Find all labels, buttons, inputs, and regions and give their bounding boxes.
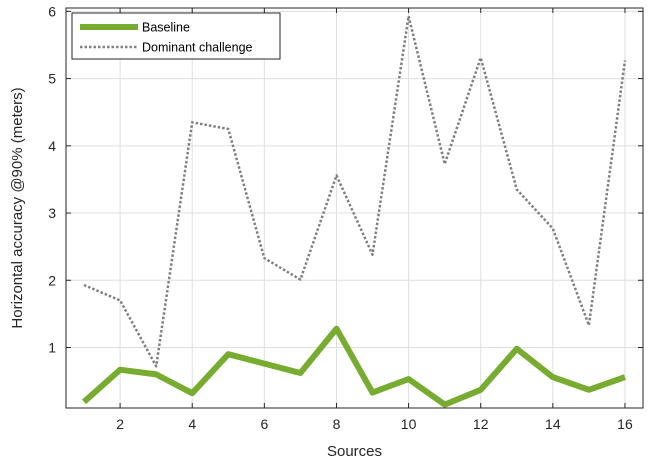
x-tick-label: 2 — [116, 416, 124, 432]
x-tick-label: 6 — [260, 416, 268, 432]
legend: Baseline Dominant challenge — [71, 12, 281, 60]
y-tick-label: 4 — [48, 138, 56, 154]
x-tick-label: 8 — [333, 416, 341, 432]
x-tick-label: 14 — [545, 416, 561, 432]
x-tick-label: 16 — [617, 416, 633, 432]
y-tick-label: 6 — [48, 3, 56, 19]
plot-area-frame — [65, 7, 644, 409]
x-tick-label: 12 — [473, 416, 489, 432]
x-axis-title: Sources — [327, 443, 382, 460]
y-tick-label: 1 — [48, 339, 56, 355]
legend-box — [71, 12, 281, 60]
y-tick-label: 2 — [48, 272, 56, 288]
baseline-series-line — [82, 325, 626, 408]
y-axis-title: Horizontal accuracy @90% (meters) — [9, 87, 26, 328]
y-tick-label: 3 — [48, 205, 56, 221]
legend-label: Dominant challenge — [142, 41, 253, 55]
series-lines — [82, 14, 627, 408]
x-tick-label: 10 — [401, 416, 417, 432]
legend-label: Baseline — [142, 21, 190, 35]
y-tick-label: 5 — [48, 71, 56, 87]
dominant-challenge-series-line — [83, 14, 627, 368]
grid — [66, 8, 643, 408]
x-tick-label: 4 — [188, 416, 196, 432]
